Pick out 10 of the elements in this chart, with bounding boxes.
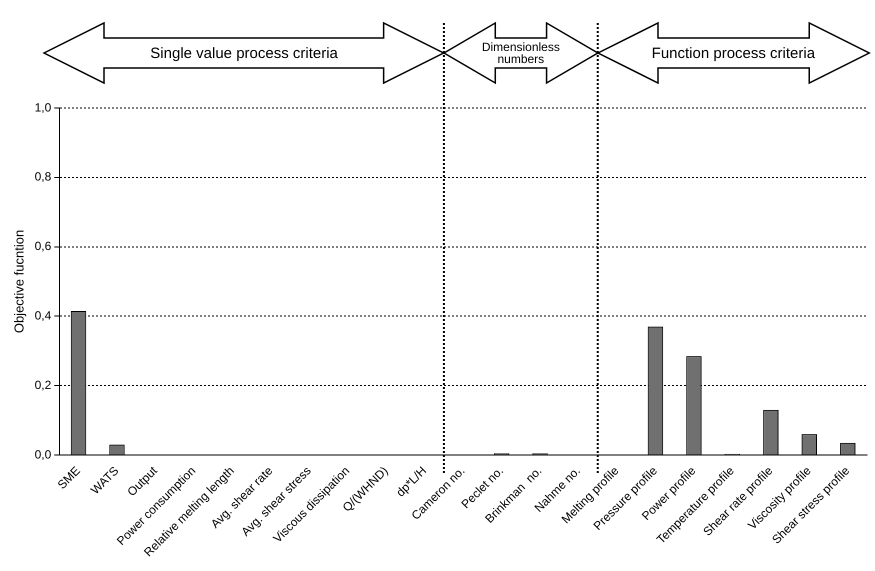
y-tick-label: 0,0 — [34, 447, 52, 462]
y-tick-label: 0,6 — [34, 239, 52, 254]
text: Dimensionless numbers — [482, 39, 560, 68]
text: Function process criteria — [650, 44, 816, 64]
text: Single value process criteria — [149, 44, 339, 64]
y-tick-label: 0,2 — [34, 378, 52, 392]
y-tick-label: 0,8 — [34, 170, 52, 184]
y-tick-label: 1,0 — [34, 100, 52, 114]
y-axis-title: Objective fucntion — [11, 230, 26, 334]
y-tick-label: 0,4 — [34, 308, 52, 322]
